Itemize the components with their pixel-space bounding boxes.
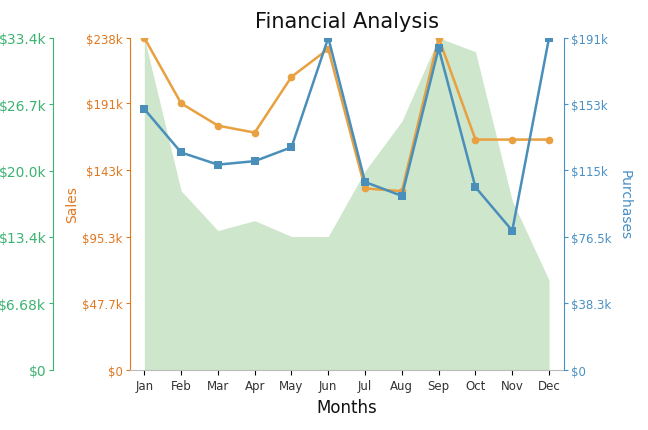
- Title: Financial Analysis: Financial Analysis: [255, 12, 439, 32]
- Y-axis label: Sales: Sales: [65, 186, 79, 223]
- X-axis label: Months: Months: [316, 398, 377, 416]
- Y-axis label: Purchases: Purchases: [618, 169, 632, 239]
